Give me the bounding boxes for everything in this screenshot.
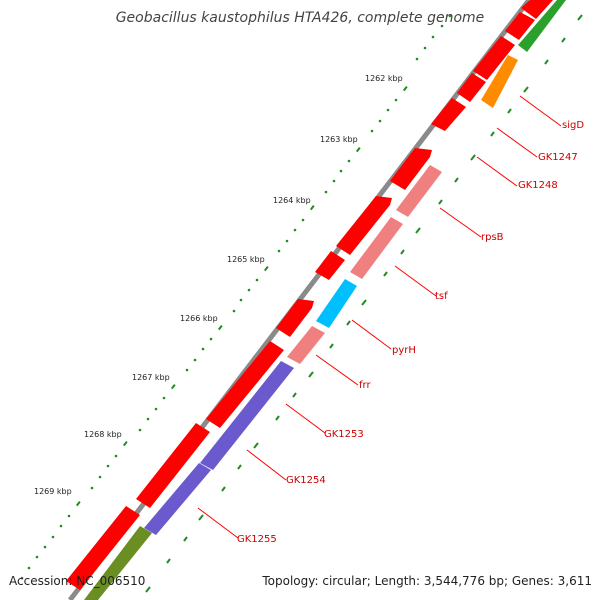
feature-arrow (136, 423, 210, 508)
tick-label: 1268 kbp (84, 430, 122, 439)
gene-leader-lines (197, 95, 562, 539)
outer-ruler (20, 14, 452, 580)
feature-GK1253-GK1254 (200, 361, 294, 470)
feature-arrow (473, 36, 515, 80)
feature-tsf (350, 217, 403, 279)
tick-label: 1267 kbp (132, 373, 170, 382)
gene-label-GK1247[interactable]: GK1247 (538, 152, 578, 163)
tick-label: 1269 kbp (34, 487, 72, 496)
topology-text: Topology: circular; Length: 3,544,776 bp… (261, 574, 592, 588)
feature-arrow (315, 251, 345, 280)
feature-arrow (505, 12, 535, 40)
genome-title: Geobacillus kaustophilus HTA426, complet… (116, 10, 485, 26)
gene-label-GK1253[interactable]: GK1253 (324, 429, 364, 440)
feature-GK1255 (144, 463, 211, 535)
feature-rpsB (396, 165, 442, 217)
feature-arrow (276, 299, 314, 337)
tick-label: 1265 kbp (227, 255, 265, 264)
feature-arrow (336, 196, 392, 255)
gene-label-tsf[interactable]: tsf (435, 291, 448, 302)
feature-arrow (206, 341, 284, 428)
feature-arrow (521, 0, 553, 19)
feature-sigD (481, 55, 518, 108)
reverse-strand-features (84, 0, 566, 600)
gene-label-GK1254[interactable]: GK1254 (286, 475, 326, 486)
forward-strand-features (66, 0, 553, 590)
feature-arrow (390, 148, 432, 190)
feature-arrow (457, 73, 486, 102)
gene-label-frr[interactable]: frr (359, 380, 371, 391)
feature-pyrH (316, 279, 357, 328)
gene-label-pyrH[interactable]: pyrH (392, 345, 416, 356)
tick-label: 1266 kbp (180, 314, 218, 323)
gene-label-sigD[interactable]: sigD (562, 120, 584, 131)
feature-arrow (431, 98, 466, 131)
gene-label-GK1248[interactable]: GK1248 (518, 180, 558, 191)
tick-label: 1264 kbp (273, 196, 311, 205)
feature-frr (287, 326, 325, 364)
gene-label-GK1255[interactable]: GK1255 (237, 534, 277, 545)
inner-tick-marks (145, 14, 583, 593)
feature-olive (84, 526, 152, 600)
tick-label: 1262 kbp (365, 74, 403, 83)
tick-label: 1263 kbp (320, 135, 358, 144)
feature-arrow (66, 506, 140, 590)
feature-green (518, 0, 566, 52)
gene-label-rpsB[interactable]: rpsB (481, 232, 504, 243)
accession-text: Accession: NC_006510 (9, 574, 145, 588)
